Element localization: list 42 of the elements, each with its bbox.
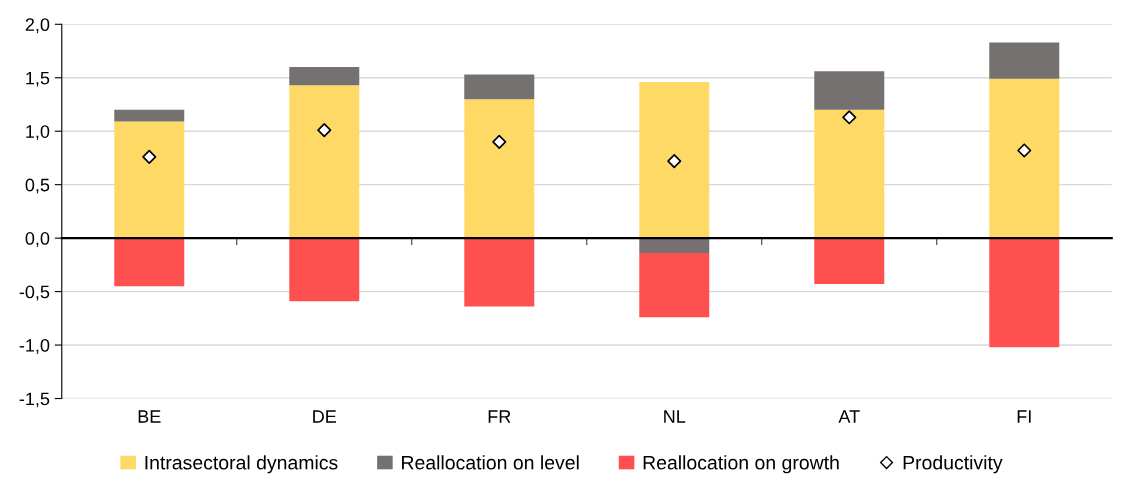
bar: [814, 71, 885, 110]
bar: [114, 109, 185, 122]
bar: [814, 238, 885, 285]
bar: [464, 238, 535, 307]
bar: [114, 238, 185, 287]
bar: [289, 67, 360, 86]
bar: [464, 99, 535, 239]
bar: [639, 253, 710, 318]
x-tick-label: DE: [313, 410, 337, 423]
legend-label: Reallocation on growth: [643, 455, 839, 474]
y-tick-label: 1,5: [26, 71, 50, 87]
point: [1017, 143, 1032, 158]
bar: [639, 82, 710, 239]
legend-label: Reallocation on level: [402, 455, 579, 470]
bar: [639, 238, 710, 254]
x-tick-label: AT: [838, 410, 860, 423]
point: [667, 154, 682, 169]
point: [492, 134, 507, 149]
bar: [289, 238, 360, 302]
bar: [989, 238, 1060, 348]
legend-label: Productivity: [903, 455, 1003, 474]
point: [142, 149, 157, 164]
x-tick-label: BE: [138, 410, 161, 423]
y-tick-label: 2,0: [25, 18, 50, 34]
point: [317, 123, 332, 138]
bar: [814, 109, 885, 239]
y-tick-label: -1,0: [19, 338, 50, 354]
x-tick-label: FR: [488, 410, 511, 423]
y-tick-label: -1,5: [19, 392, 50, 408]
bar: [114, 121, 185, 239]
point: [842, 110, 857, 125]
bar: [989, 42, 1060, 79]
x-tick-label: FI: [1017, 410, 1031, 423]
y-tick-label: 0,5: [25, 178, 50, 194]
legend-label: Intrasectoral dynamics: [145, 455, 338, 474]
y-tick-label: 0,0: [25, 232, 50, 247]
y-tick-label: -0,5: [19, 285, 50, 301]
y-tick-label: 1,0: [26, 125, 50, 141]
bar: [289, 85, 360, 239]
bar: [464, 74, 535, 100]
bar: [989, 78, 1060, 239]
x-tick-label: NL: [664, 410, 686, 423]
